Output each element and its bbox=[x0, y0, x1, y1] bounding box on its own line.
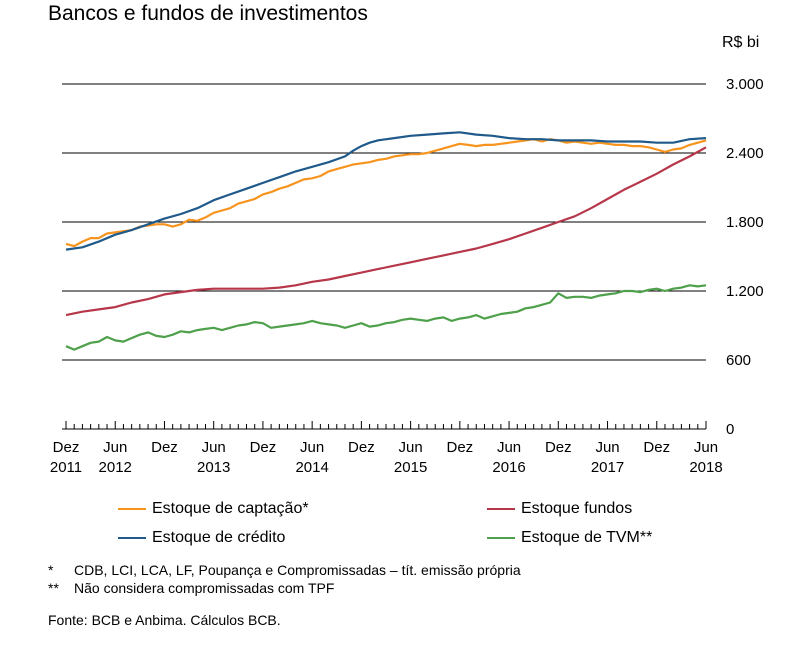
legend-label-credito: Estoque de crédito bbox=[152, 529, 286, 546]
series-line-fundos bbox=[65, 146, 707, 317]
legend-swatch-captacao bbox=[118, 508, 146, 510]
x-tick-label: Jun bbox=[595, 439, 619, 456]
line-chart: 0 600 1.200 1.800 2.400 3.000 Dez 2011 Jun 2012 De… bbox=[50, 76, 764, 476]
legend-label-fundos: Estoque fundos bbox=[521, 500, 633, 517]
legend-swatch-tvm bbox=[487, 537, 515, 539]
source-note: Fonte: BCB e Anbima. Cálculos BCB. bbox=[48, 612, 281, 628]
x-tick-label: Jun bbox=[103, 439, 127, 456]
x-tick-label-year: 2012 bbox=[99, 459, 132, 476]
y-tick-label: 1.800 bbox=[726, 214, 764, 231]
x-tick-label: Jun bbox=[300, 439, 324, 456]
x-tick-label: Dez bbox=[250, 439, 277, 456]
x-tick-label: Dez bbox=[447, 439, 474, 456]
y-axis-unit-label: R$ bi bbox=[722, 34, 760, 51]
x-tick-label: Dez bbox=[643, 439, 670, 456]
legend-swatch-credito bbox=[118, 537, 146, 539]
series-line-captacao bbox=[65, 138, 707, 248]
legend-swatch-fundos bbox=[487, 508, 515, 510]
chart-title: Bancos e fundos de investimentos bbox=[48, 2, 368, 25]
x-tick-label: Jun bbox=[202, 439, 226, 456]
x-tick-label: Jun bbox=[497, 439, 521, 456]
x-tick-label-year: 2018 bbox=[689, 459, 722, 476]
x-tick-label: Dez bbox=[151, 439, 178, 456]
series-line-credito bbox=[65, 131, 707, 251]
x-tick-label: Dez bbox=[53, 439, 80, 456]
x-tick-label: Dez bbox=[545, 439, 572, 456]
legend-item-fundos: Estoque fundos bbox=[487, 500, 632, 518]
x-tick-label-year: 2016 bbox=[492, 459, 525, 476]
legend-item-credito: Estoque de crédito bbox=[118, 529, 285, 547]
y-tick-label: 600 bbox=[726, 352, 751, 369]
legend-item-captacao: Estoque de captação* bbox=[118, 500, 309, 518]
series-line-tvm bbox=[65, 284, 707, 351]
footnote-2-mark: ** bbox=[48, 580, 59, 596]
x-tick-label-year: 2015 bbox=[394, 459, 427, 476]
footnote-1-mark: * bbox=[48, 562, 54, 578]
y-tick-label: 0 bbox=[726, 421, 734, 438]
y-tick-label: 2.400 bbox=[726, 145, 764, 162]
x-tick-label-year: 2014 bbox=[295, 459, 328, 476]
footnote-1-text: CDB, LCI, LCA, LF, Poupança e Compromiss… bbox=[74, 562, 521, 578]
y-tick-label: 1.200 bbox=[726, 283, 764, 300]
x-tick-label-year: 2017 bbox=[591, 459, 624, 476]
legend-label-captacao: Estoque de captação* bbox=[152, 500, 309, 517]
y-tick-label: 3.000 bbox=[726, 76, 764, 93]
legend-item-tvm: Estoque de TVM** bbox=[487, 529, 652, 547]
x-tick-label: Jun bbox=[694, 439, 718, 456]
x-tick-label: Jun bbox=[399, 439, 423, 456]
x-tick-label-year: 2013 bbox=[197, 459, 230, 476]
footnote-2: ** Não considera compromissadas com TPF bbox=[48, 580, 334, 596]
legend-label-tvm: Estoque de TVM** bbox=[521, 529, 653, 546]
footnote-2-text: Não considera compromissadas com TPF bbox=[74, 580, 335, 596]
x-tick-label-year: 2011 bbox=[50, 459, 82, 476]
footnote-1: * CDB, LCI, LCA, LF, Poupança e Compromis… bbox=[48, 562, 521, 578]
x-tick-label: Dez bbox=[348, 439, 375, 456]
